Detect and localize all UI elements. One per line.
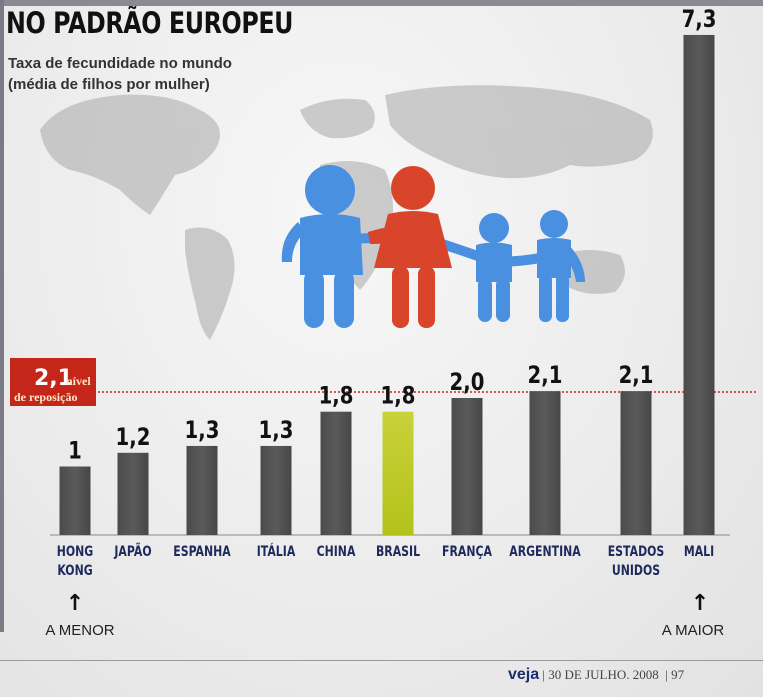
bar-china <box>320 411 352 535</box>
value-labels: 1 1,2 1,3 1,3 1,8 1,8 2,0 2,1 2,1 7,3 <box>68 6 716 465</box>
bar-argentina <box>529 391 561 535</box>
value-label-argentina: 2,1 <box>528 362 563 389</box>
left-border <box>0 0 4 632</box>
category-label-espanha: ESPANHA <box>173 543 231 560</box>
value-label-italia: 1,3 <box>259 417 294 444</box>
bar-estados-unidos <box>620 391 652 535</box>
footer-page-number: 97 <box>671 667 685 682</box>
father-figure-icon <box>281 165 363 328</box>
category-label-mali: MALI <box>684 543 714 560</box>
category-label-estados-unidos: ESTADOS UNIDOS <box>608 543 665 579</box>
reference-value-label: 2,1 <box>34 366 73 391</box>
top-border <box>0 0 763 6</box>
chart-subtitle-line1: Taxa de fecundidade no mundo <box>8 55 232 72</box>
bar-italia <box>260 445 292 535</box>
category-label-argentina: ARGENTINA <box>509 543 581 560</box>
value-label-mali: 7,3 <box>682 6 717 33</box>
value-label-estados-unidos: 2,1 <box>619 362 654 389</box>
footer-separator: | <box>662 667 672 682</box>
child2-figure-icon <box>537 210 585 322</box>
bar-franca <box>451 398 483 535</box>
bar-series <box>50 34 730 536</box>
bar-mali <box>683 34 715 535</box>
category-label-hong-kong: HONG KONG <box>57 543 94 579</box>
reference-word-label: nível <box>66 374 91 388</box>
max-label: A MAIOR <box>662 622 725 639</box>
category-label-china: CHINA <box>317 543 356 560</box>
category-label-japao: JAPÃO <box>114 543 152 560</box>
bar-espanha <box>186 445 218 535</box>
footer-date: 30 DE JULHO. 2008 <box>548 667 659 682</box>
category-label-italia: ITÁLIA <box>257 543 296 560</box>
bar-hong-kong <box>59 466 91 535</box>
category-label-franca: FRANÇA <box>442 543 492 560</box>
value-label-hong-kong: 1 <box>68 438 82 465</box>
value-label-china: 1,8 <box>319 383 354 410</box>
value-label-japao: 1,2 <box>116 424 151 451</box>
magazine-brand: veja <box>508 666 540 683</box>
reference-badge: 2,1 nível de reposição <box>10 358 96 406</box>
bar-brasil <box>382 411 414 535</box>
category-labels: HONG KONG JAPÃO ESPANHA ITÁLIA CHINA BRASIL FRA… <box>57 543 714 579</box>
child1-figure-icon <box>476 213 512 322</box>
value-label-franca: 2,0 <box>450 369 485 396</box>
category-label-brasil: BRASIL <box>376 543 420 560</box>
mother-figure-icon <box>368 166 452 328</box>
footer-divider <box>0 660 763 661</box>
value-label-brasil: 1,8 <box>381 383 416 410</box>
chart-title: NO PADRÃO EUROPEU <box>6 6 294 40</box>
min-arrow-icon: ↑ <box>66 591 84 616</box>
max-arrow-icon: ↑ <box>691 591 709 616</box>
reference-line2-label: de reposição <box>14 390 77 404</box>
page-footer: veja | 30 DE JULHO. 2008 | 97 <box>508 666 684 684</box>
family-illustration <box>281 165 585 328</box>
value-label-espanha: 1,3 <box>185 417 220 444</box>
chart-subtitle-line2: (média de filhos por mulher) <box>8 76 210 93</box>
min-label: A MENOR <box>45 622 114 639</box>
footer-separator: | <box>542 667 549 682</box>
bar-japao <box>117 452 149 535</box>
